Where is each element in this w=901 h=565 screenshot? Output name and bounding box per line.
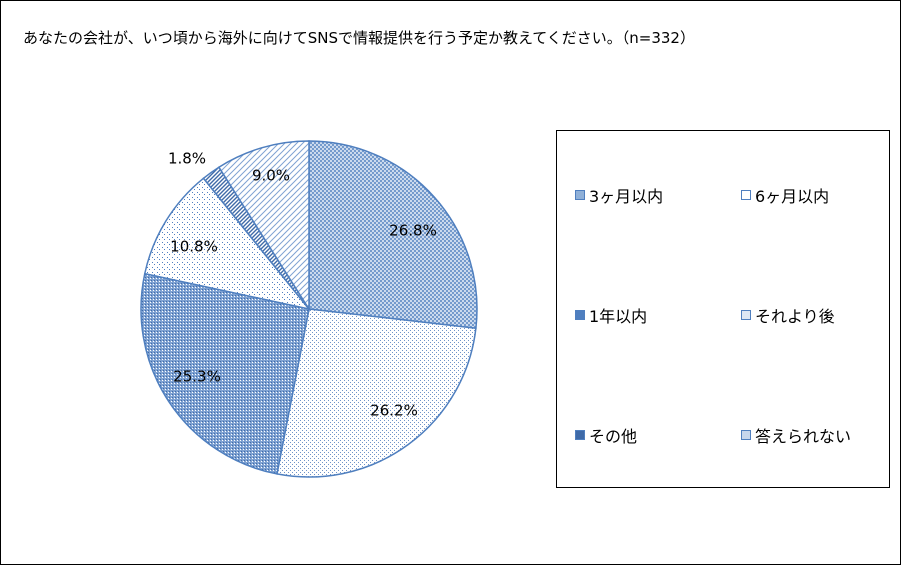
legend-label: 1年以内 bbox=[589, 307, 648, 326]
pie-slice-2 bbox=[276, 308, 477, 478]
chart-title: あなたの会社が、いつ頃から海外に向けてSNSで情報提供を行う予定か教えてください… bbox=[23, 29, 695, 47]
data-label-3: 25.3% bbox=[173, 368, 221, 386]
legend-item-3: 1年以内 bbox=[575, 303, 647, 327]
pie-slice-1 bbox=[308, 140, 478, 330]
data-label-5: 1.8% bbox=[168, 150, 206, 168]
legend-label: 答えられない bbox=[755, 427, 852, 446]
pie-slice-3 bbox=[140, 272, 310, 475]
legend-label: それより後 bbox=[755, 307, 835, 326]
legend-label: 6ヶ月以内 bbox=[755, 187, 830, 206]
pie-slice-6 bbox=[217, 140, 310, 312]
data-label-2: 26.2% bbox=[370, 402, 418, 420]
data-label-6: 9.0% bbox=[252, 167, 290, 185]
legend-swatch-icon bbox=[741, 190, 751, 200]
legend: 3ヶ月以内 6ヶ月以内 1年以内 それより後その他 答えられない bbox=[556, 130, 890, 488]
legend-item-2: 6ヶ月以内 bbox=[741, 183, 829, 207]
legend-swatch-icon bbox=[575, 310, 585, 320]
legend-item-6: 答えられない bbox=[741, 423, 851, 447]
legend-item-1: 3ヶ月以内 bbox=[575, 183, 663, 207]
legend-swatch-icon bbox=[741, 430, 751, 440]
legend-swatch-icon bbox=[741, 310, 751, 320]
legend-label: その他 bbox=[589, 427, 638, 446]
legend-item-5: その他 bbox=[575, 423, 637, 447]
data-label-1: 26.8% bbox=[389, 222, 437, 240]
legend-swatch-icon bbox=[575, 430, 585, 440]
legend-swatch-icon bbox=[575, 190, 585, 200]
pie-slice-4 bbox=[143, 177, 311, 311]
legend-label: 3ヶ月以内 bbox=[589, 187, 664, 206]
legend-item-4: それより後 bbox=[741, 303, 835, 327]
data-label-4: 10.8% bbox=[170, 238, 218, 256]
